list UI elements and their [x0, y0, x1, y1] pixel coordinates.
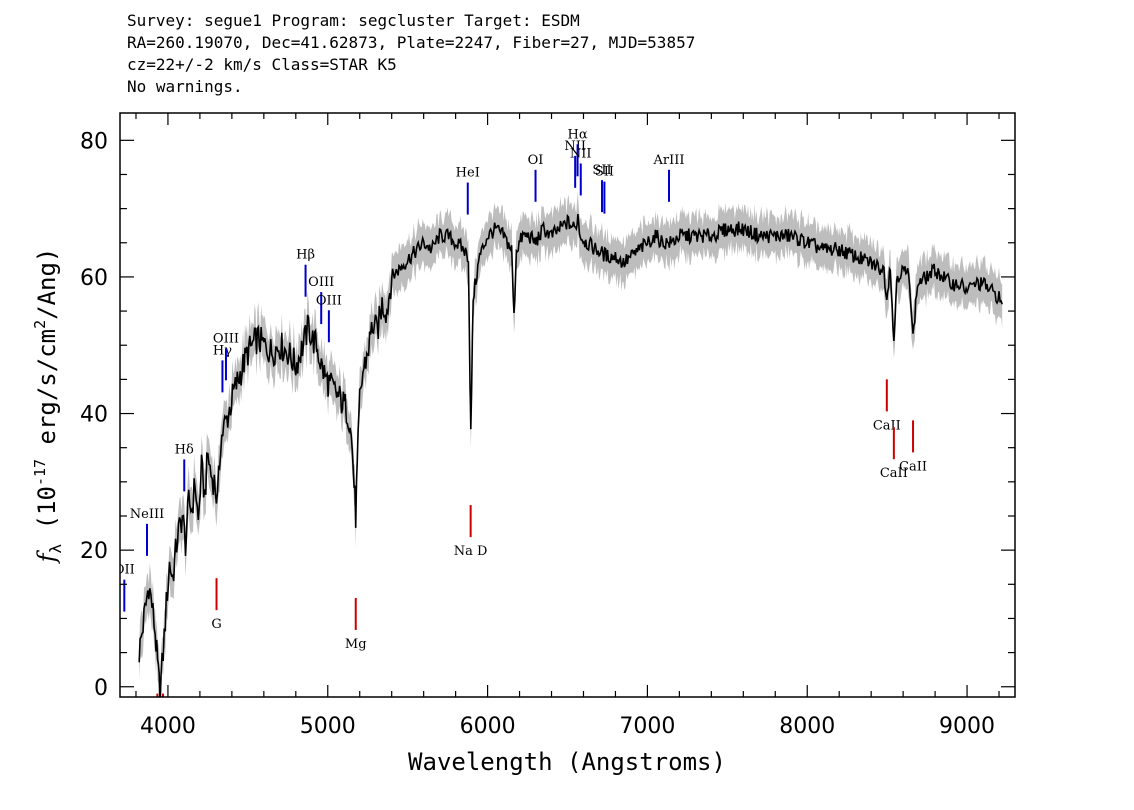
header-warnings-line: No warnings.: [127, 77, 243, 96]
line-marker-label: OIII: [308, 275, 334, 290]
line-marker-label: NII: [564, 139, 586, 154]
axis-ticks: 4000 5000 6000 7000 8000 9000 0 20 40 60 80: [80, 113, 1015, 739]
spectrum-series: [138, 213, 1003, 697]
line-marker-label: ArIII: [652, 153, 684, 168]
error-band: [139, 191, 1003, 697]
line-marker-label: OIII: [316, 293, 342, 308]
y-axis-title: fλ (10-17 erg/s/cm2/Ang): [31, 248, 65, 565]
header-class-line: cz=22+/-2 km/s Class=STAR K5: [127, 55, 397, 74]
x-tick-label: 9000: [939, 714, 995, 739]
y-tick-label: 40: [80, 403, 108, 428]
header-survey-line: Survey: segue1 Program: segcluster Targe…: [127, 11, 580, 30]
line-marker-label: OII: [114, 563, 135, 578]
x-tick-label: 5000: [300, 714, 356, 739]
spectrum-header: Survey: segue1 Program: segcluster Targe…: [127, 10, 695, 98]
line-marker-label: Hβ: [296, 248, 315, 263]
line-marker-label: OI: [528, 153, 544, 168]
flux-line: [138, 213, 1003, 697]
x-tick-label: 7000: [619, 714, 675, 739]
x-axis-title: Wavelength (Angstroms): [408, 748, 726, 776]
y-tick-label: 60: [80, 266, 108, 291]
line-marker-label: OIII: [213, 331, 239, 346]
svg-text:fλ (10-17 erg/s/cm2/Ang): fλ (10-17 erg/s/cm2/Ang): [31, 248, 65, 565]
line-marker-label: SII: [595, 165, 614, 180]
y-tick-label: 20: [80, 539, 108, 564]
x-tick-label: 4000: [140, 714, 196, 739]
line-marker-label: Hδ: [175, 442, 194, 457]
line-marker-label: HeI: [456, 166, 480, 181]
x-tick-label: 6000: [460, 714, 516, 739]
line-markers: OIINeIIIHδHγOIIIHβOIIIOIIIHeIOINIIHαNIIS…: [114, 127, 927, 697]
line-marker-label: G: [211, 617, 221, 632]
x-tick-label: 8000: [779, 714, 835, 739]
line-marker-label: Mg: [345, 637, 367, 652]
line-marker-label: CaII: [880, 466, 908, 481]
line-marker-label: Na D: [454, 544, 488, 559]
plot-frame: [119, 112, 1016, 698]
line-marker-label: CaII: [873, 418, 901, 433]
line-marker-label: Hα: [568, 127, 588, 142]
y-tick-label: 80: [80, 129, 108, 154]
line-marker-label: NII: [570, 146, 592, 161]
flux-error-band: [139, 191, 1003, 697]
header-coordinates-line: RA=260.19070, Dec=41.62873, Plate=2247, …: [127, 33, 696, 52]
line-marker-label: NeIII: [130, 507, 164, 522]
line-marker-label: SII: [592, 163, 611, 178]
y-tick-label: 0: [94, 676, 108, 701]
line-marker-label: Hγ: [213, 343, 232, 358]
line-marker-label: CaII: [899, 459, 927, 474]
